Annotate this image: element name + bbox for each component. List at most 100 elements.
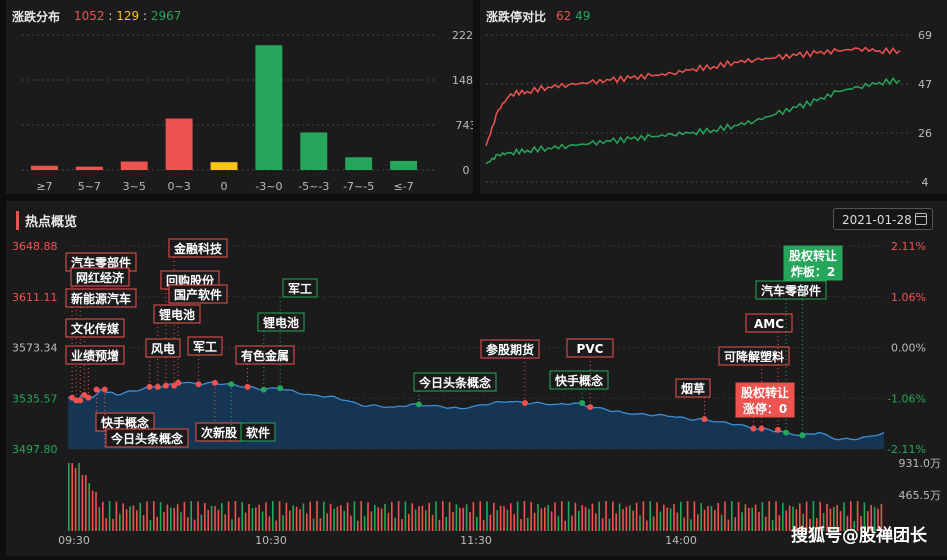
volume-bar — [309, 501, 311, 531]
volume-bar — [387, 512, 390, 531]
volume-bar — [98, 507, 101, 531]
label-box — [718, 346, 790, 366]
volume-bar — [608, 518, 611, 531]
label-text: 参股期货 — [486, 342, 534, 357]
watermark: 搜狐号@股禅团长 — [791, 526, 927, 546]
y-tick-label: 26 — [918, 127, 932, 140]
volume-bar — [533, 512, 536, 531]
label-box — [65, 288, 137, 308]
volume-bar — [625, 506, 628, 531]
label-dot — [701, 416, 708, 423]
volume-bar — [275, 520, 277, 531]
label-dot — [774, 426, 781, 433]
label-text: 风电 — [151, 341, 175, 356]
volume-bar — [615, 513, 617, 531]
volume-bar — [438, 519, 441, 531]
label-dot — [260, 386, 267, 393]
volume-bar — [197, 501, 199, 531]
volume-bar — [748, 507, 750, 531]
volume-bar — [663, 504, 665, 531]
volume-bar — [673, 504, 675, 531]
volume-bar — [81, 475, 84, 531]
volume-bar — [153, 501, 155, 531]
volume-bar — [268, 516, 271, 531]
volume-bar — [476, 516, 478, 531]
label-dot — [415, 401, 422, 408]
volume-bar — [204, 503, 206, 531]
volume-bar — [149, 520, 152, 531]
volume-bar — [363, 516, 366, 531]
volume-bar — [703, 509, 706, 531]
volume-bar — [867, 511, 869, 531]
volume-bar — [272, 501, 274, 531]
volume-bar — [85, 475, 87, 531]
volume-bar — [863, 502, 866, 531]
label-text: 国产软件 — [174, 287, 222, 302]
volume-bar — [697, 514, 699, 531]
volume-bar — [550, 511, 553, 531]
volume-bar — [877, 508, 879, 531]
volume-bar — [391, 501, 393, 531]
volume-bar — [567, 501, 570, 531]
volume-bar — [799, 503, 801, 531]
volume-bar — [170, 507, 172, 531]
label-text: 有色金属 — [241, 348, 289, 363]
volume-bar — [234, 501, 237, 531]
volume-bar — [329, 503, 332, 531]
legend-separator: : — [142, 9, 148, 23]
date-picker[interactable]: 2021-01-28 — [833, 208, 933, 230]
volume-bar — [700, 503, 702, 531]
volume-bar — [812, 501, 815, 531]
volume-bar — [190, 501, 192, 531]
volume-bar — [659, 511, 662, 531]
volume-bar — [350, 515, 352, 531]
volume-bar — [601, 518, 604, 531]
volume-bar — [115, 501, 118, 531]
label-box — [240, 422, 276, 442]
volume-bar — [836, 505, 838, 531]
volume-bar — [860, 515, 862, 531]
volume-bar — [119, 513, 121, 531]
volume-bar — [581, 505, 583, 531]
volume-bar — [377, 507, 379, 531]
volume-bar — [788, 505, 791, 531]
bar — [120, 161, 148, 170]
label-box — [65, 345, 125, 365]
volume-bar — [394, 517, 396, 531]
volume-bar — [302, 503, 305, 531]
volume-bar — [493, 502, 495, 531]
volume-bar — [408, 514, 410, 531]
volume-bar — [95, 491, 97, 531]
volume-bar — [173, 508, 175, 531]
label-dot — [101, 386, 108, 393]
label-text: 今日头条概念 — [110, 431, 183, 446]
volume-bar — [731, 501, 733, 531]
label-text: AMC — [754, 317, 784, 331]
volume-bar — [343, 510, 345, 531]
volume-bar — [336, 506, 339, 531]
volume-bar — [795, 509, 798, 531]
label-text: PVC — [577, 342, 604, 356]
volume-bar — [758, 511, 760, 531]
volume-bar — [323, 501, 325, 531]
volume-bar — [870, 505, 872, 531]
y-tick-left: 3573.34 — [12, 342, 58, 355]
volume-bar — [724, 501, 726, 531]
volume-bar — [163, 511, 165, 531]
volume-bar — [421, 505, 424, 531]
volume-tick: 465.5万 — [899, 489, 942, 502]
volume-bar — [666, 507, 668, 531]
label-text: 股权转让 — [789, 248, 837, 263]
y-tick-left: 3535.57 — [12, 392, 58, 405]
volume-bar — [714, 509, 716, 531]
limit-up-count: 62 — [556, 9, 572, 23]
y-tick-label: 4 — [922, 176, 929, 189]
label-dot — [244, 383, 251, 390]
limit-chart: 69 47 26 4 — [485, 29, 932, 189]
volume-bar — [622, 509, 624, 531]
volume-bar — [312, 518, 315, 531]
volume-bar — [873, 506, 876, 531]
calendar-icon[interactable] — [915, 213, 927, 225]
label-dot — [77, 397, 84, 404]
down-count: 2967 — [150, 9, 182, 23]
